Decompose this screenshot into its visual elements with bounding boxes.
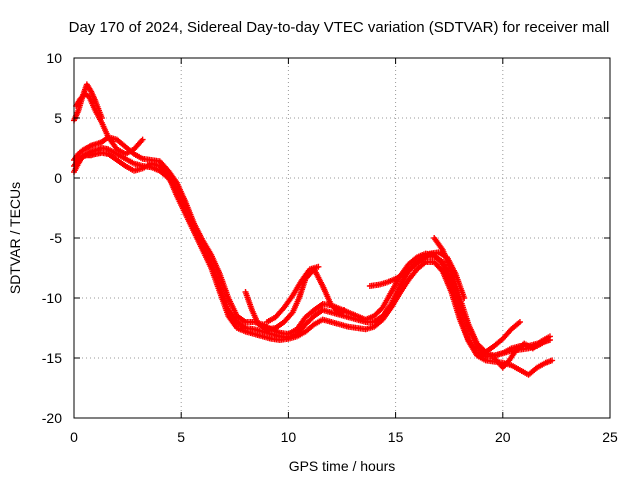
x-tick-label: 20 — [495, 429, 511, 445]
y-tick-label: 5 — [54, 110, 62, 126]
data-point — [341, 307, 348, 313]
axis-ticks: 0 5 10 15 20 25 -20 -15 -10 -5 0 5 10 — [42, 50, 618, 445]
series-arc10 — [491, 333, 553, 371]
x-tick-label: 25 — [602, 429, 618, 445]
y-tick-label: -5 — [50, 230, 63, 246]
y-axis-label: SDTVAR / TECUs — [7, 182, 23, 294]
chart-title: Day 170 of 2024, Sidereal Day-to-day VTE… — [69, 19, 610, 36]
data-point — [315, 263, 322, 270]
data-point — [549, 357, 556, 364]
data-point — [516, 319, 523, 325]
gridlines — [74, 58, 610, 418]
x-tick-label: 15 — [388, 429, 404, 445]
y-tick-label: -20 — [42, 410, 62, 426]
x-tick-label: 10 — [281, 429, 297, 445]
y-tick-label: -15 — [42, 350, 62, 366]
x-tick-label: 0 — [70, 429, 78, 445]
data-point — [139, 136, 146, 143]
data-point — [546, 333, 553, 340]
y-tick-label: 10 — [46, 50, 62, 66]
x-axis-label: GPS time / hours — [289, 458, 396, 474]
y-tick-label: 0 — [54, 170, 62, 186]
series-arc7 — [263, 263, 322, 325]
series-arc9 — [431, 235, 523, 355]
x-tick-label: 5 — [177, 429, 185, 445]
series-arc3 — [71, 149, 556, 378]
data-points — [71, 81, 556, 378]
y-tick-label: -10 — [42, 290, 62, 306]
series-arc6 — [242, 266, 348, 333]
